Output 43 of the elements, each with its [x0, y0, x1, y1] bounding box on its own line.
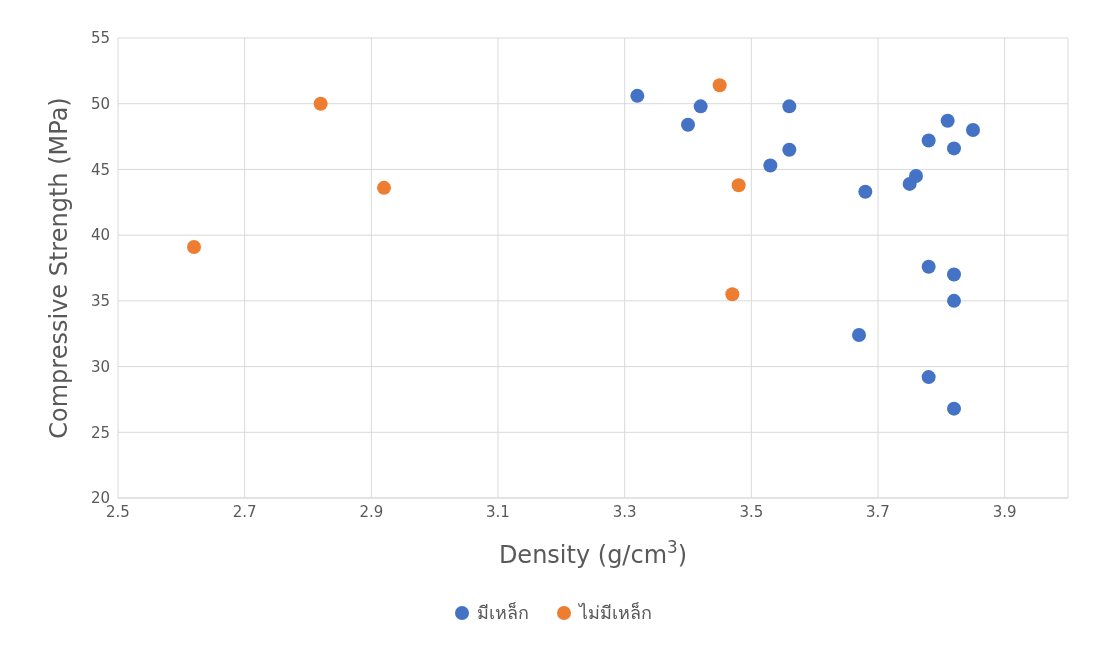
point: [921, 133, 936, 148]
x-tick-label: 2.9: [359, 502, 384, 521]
y-tick-label: 30: [90, 357, 110, 376]
point: [313, 96, 328, 111]
y-tick-label: 50: [90, 95, 110, 114]
point: [921, 370, 936, 385]
point: [763, 158, 778, 173]
x-tick-label: 3.5: [739, 502, 764, 521]
x-tick-label: 3.3: [612, 502, 637, 521]
x-tick-label: 2.7: [232, 502, 257, 521]
point: [947, 401, 961, 416]
legend-label: มีเหล็ก: [476, 601, 529, 625]
point: [909, 169, 923, 183]
point: [731, 178, 746, 193]
legend-label: ไม่มีเหล็ก: [578, 601, 652, 625]
point: [947, 267, 961, 282]
x-tick-label: 3.9: [992, 502, 1017, 521]
y-tick-label: 25: [90, 423, 110, 442]
point: [921, 259, 936, 274]
point: [858, 184, 873, 199]
y-tick-label: 45: [90, 160, 110, 179]
point: [681, 117, 695, 132]
point: [940, 113, 955, 128]
point: [187, 239, 201, 254]
point: [693, 99, 708, 114]
y-tick-label: 55: [90, 29, 110, 48]
point: [630, 88, 645, 103]
x-tick-label: 3.1: [486, 502, 510, 521]
point: [947, 141, 961, 156]
x-axis-title: Density (g/cm$^{3}$): [498, 537, 688, 569]
point: [377, 180, 391, 195]
y-tick-label: 40: [90, 226, 110, 245]
point: [852, 328, 866, 343]
point: [782, 142, 797, 157]
point: [966, 123, 980, 137]
point: [947, 293, 961, 308]
x-tick-label: 2.5: [106, 502, 130, 521]
point: [725, 287, 740, 302]
y-tick-label: 35: [90, 292, 110, 311]
x-tick-label: 3.7: [866, 502, 890, 521]
y-axis-title: Compressive Strength (MPa): [45, 97, 73, 439]
point: [782, 99, 797, 114]
point: [712, 78, 727, 93]
